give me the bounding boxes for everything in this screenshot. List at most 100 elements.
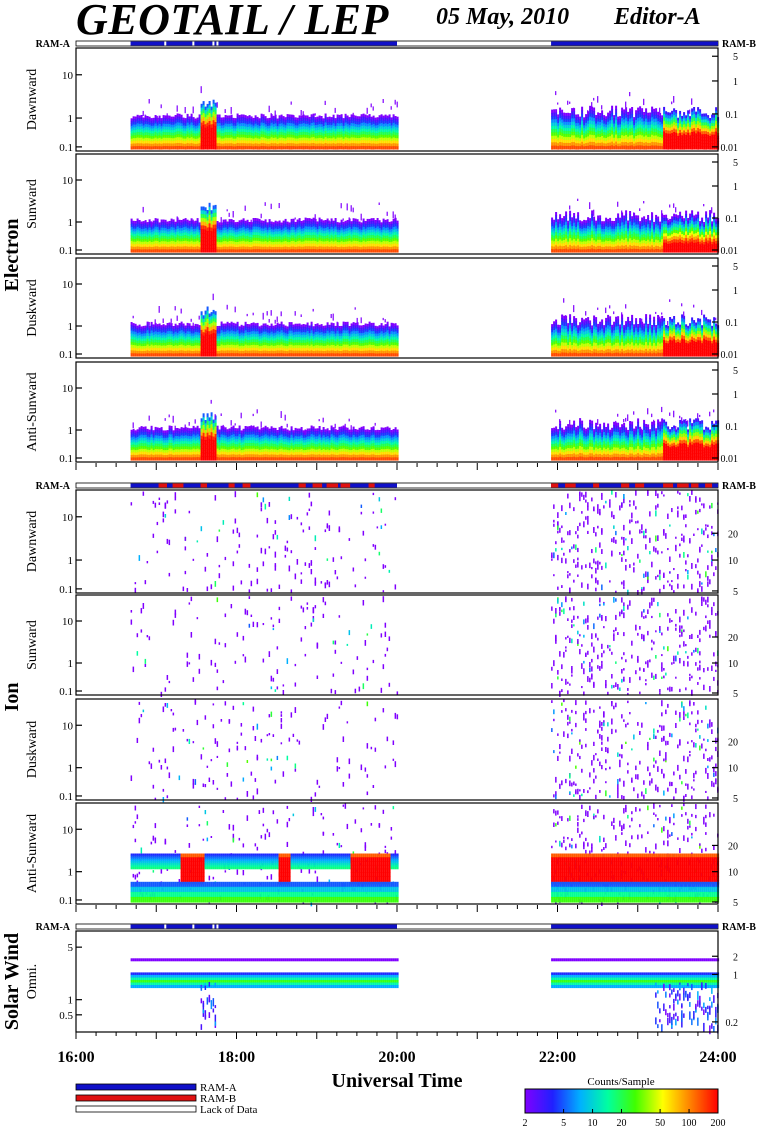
right-tick-label: 0.01 [721,350,739,361]
panel-ion-sunward: Sunward 10 1 0.1 20 10 5 [25,594,738,700]
panel-frame [75,153,719,255]
left-tick-label: 10 [62,175,74,187]
right-tick-label: 0.01 [721,454,739,465]
left-tick-label: 1 [68,995,74,1007]
left-tick-label: 1 [68,113,74,125]
left-tick-label: 0.1 [59,791,73,803]
right-tick-label: 5 [733,898,738,909]
page-title: GEOTAIL / LEP [76,0,389,44]
editor-label: Editor-A [614,4,701,30]
ram-b-segment [368,483,375,488]
panel-frame [75,698,719,801]
left-tick-label: 10 [62,824,74,836]
panel-label: Dawnward [25,511,40,572]
ram-b-segment [326,483,339,488]
panel-ion-dawnward: Dawnward 10 1 0.1 20 10 5 [25,489,738,598]
x-axis-title: Universal Time [332,1070,463,1092]
colorbar-tick-label: 5 [561,1118,566,1128]
panel-label: Anti-Sunward [25,372,40,451]
ram-b-segment [312,483,323,488]
right-tick-label: 1 [733,970,738,981]
colorbar: Counts/Sample 2 5 10 20 50 100 200 [523,1076,726,1128]
ram-a-segment [551,41,718,46]
legend-swatch [75,1083,197,1091]
left-tick-label: 5 [68,942,74,954]
colorbar-tick-label: 200 [711,1118,726,1128]
right-tick-label: 0.01 [721,143,739,154]
ram-b-segment [565,483,576,488]
ram-right-label: RAM-B [722,922,756,933]
colorbar-tick-label: 50 [655,1118,665,1128]
x-tick-label: 20:00 [378,1049,415,1066]
ram-b-segment [158,483,168,488]
panel-label: Duskward [25,721,40,779]
panel-label: Omni. [25,964,40,999]
ram-b-segment [691,483,699,488]
panel-frame [75,802,719,905]
ram-b-segment [200,483,208,488]
legend-label: Lack of Data [200,1104,258,1116]
ram-b-segment [663,483,674,488]
right-tick-label: 5 [733,158,738,169]
left-tick-label: 0.1 [59,686,73,698]
right-tick-label: 0.01 [721,246,739,257]
x-tick-label: 22:00 [539,1049,576,1066]
left-tick-label: 1 [68,658,74,670]
colorbar-tick-label: 2 [523,1118,528,1128]
legend-label: RAM-B [200,1093,236,1105]
right-tick-label: 20 [728,633,738,644]
group-label: Electron [1,219,23,292]
ram-right-label: RAM-B [722,481,756,492]
right-tick-label: 5 [733,689,738,700]
left-tick-label: 1 [68,555,74,567]
left-tick-label: 10 [62,383,74,395]
right-tick-label: 5 [733,366,738,377]
right-tick-label: 10 [728,556,738,567]
ram-b-segment [635,483,645,488]
panel-frame [75,361,719,463]
right-tick-label: 5 [733,262,738,273]
group-ion: RAM-A RAM-B Ion Dawnward 10 1 0.1 20 10 5 Sunward 1… [1,481,756,912]
right-tick-label: 0.2 [726,1018,739,1029]
x-tick-label: 16:00 [57,1049,94,1066]
colorbar-tick-label: 100 [682,1118,697,1128]
right-tick-label: 5 [733,794,738,805]
left-tick-label: 0.1 [59,895,73,907]
ram-a-segment [130,41,397,46]
spectrogram-data [130,596,719,697]
ram-b-segment [705,483,713,488]
right-tick-label: 10 [728,659,738,670]
spectrogram-data [130,293,720,357]
panel-ion-duskward: Duskward 10 1 0.1 20 10 5 [25,698,738,805]
right-tick-label: 0.1 [726,422,739,433]
right-tick-label: 20 [728,737,738,748]
right-tick-label: 0.1 [726,110,739,121]
left-tick-label: 10 [62,279,74,291]
right-tick-label: 1 [733,182,738,193]
left-tick-label: 0.1 [59,349,73,361]
ram-b-segment [621,483,630,488]
ram-a-segment [551,483,718,488]
ram-b-segment [298,483,306,488]
panel-label: Anti-Sunward [25,814,40,893]
ram-b-segment [677,483,689,488]
panel-frame [75,257,719,359]
panel-electron-sunward: Sunward 10 1 0.1 5 1 0.1 0.01 [25,153,739,257]
ram-a-segment [130,924,397,929]
left-tick-label: 0.1 [59,142,73,154]
panel-label: Dawnward [25,69,40,130]
ram-right-label: RAM-B [722,39,756,50]
spectrogram-data [130,86,720,150]
left-tick-label: 1 [68,425,74,437]
left-tick-label: 10 [62,512,74,524]
spectrogram-data [130,198,720,253]
panel-electron-dawnward: Dawnward 10 1 0.1 5 1 0.1 0.01 [25,47,739,154]
ram-b-segment [172,483,184,488]
ram-left-label: RAM-A [36,39,71,50]
left-tick-label: 1 [68,763,74,775]
right-tick-label: 1 [733,77,738,88]
left-tick-label: 0.1 [59,453,73,465]
group-label: Solar Wind [1,933,23,1030]
